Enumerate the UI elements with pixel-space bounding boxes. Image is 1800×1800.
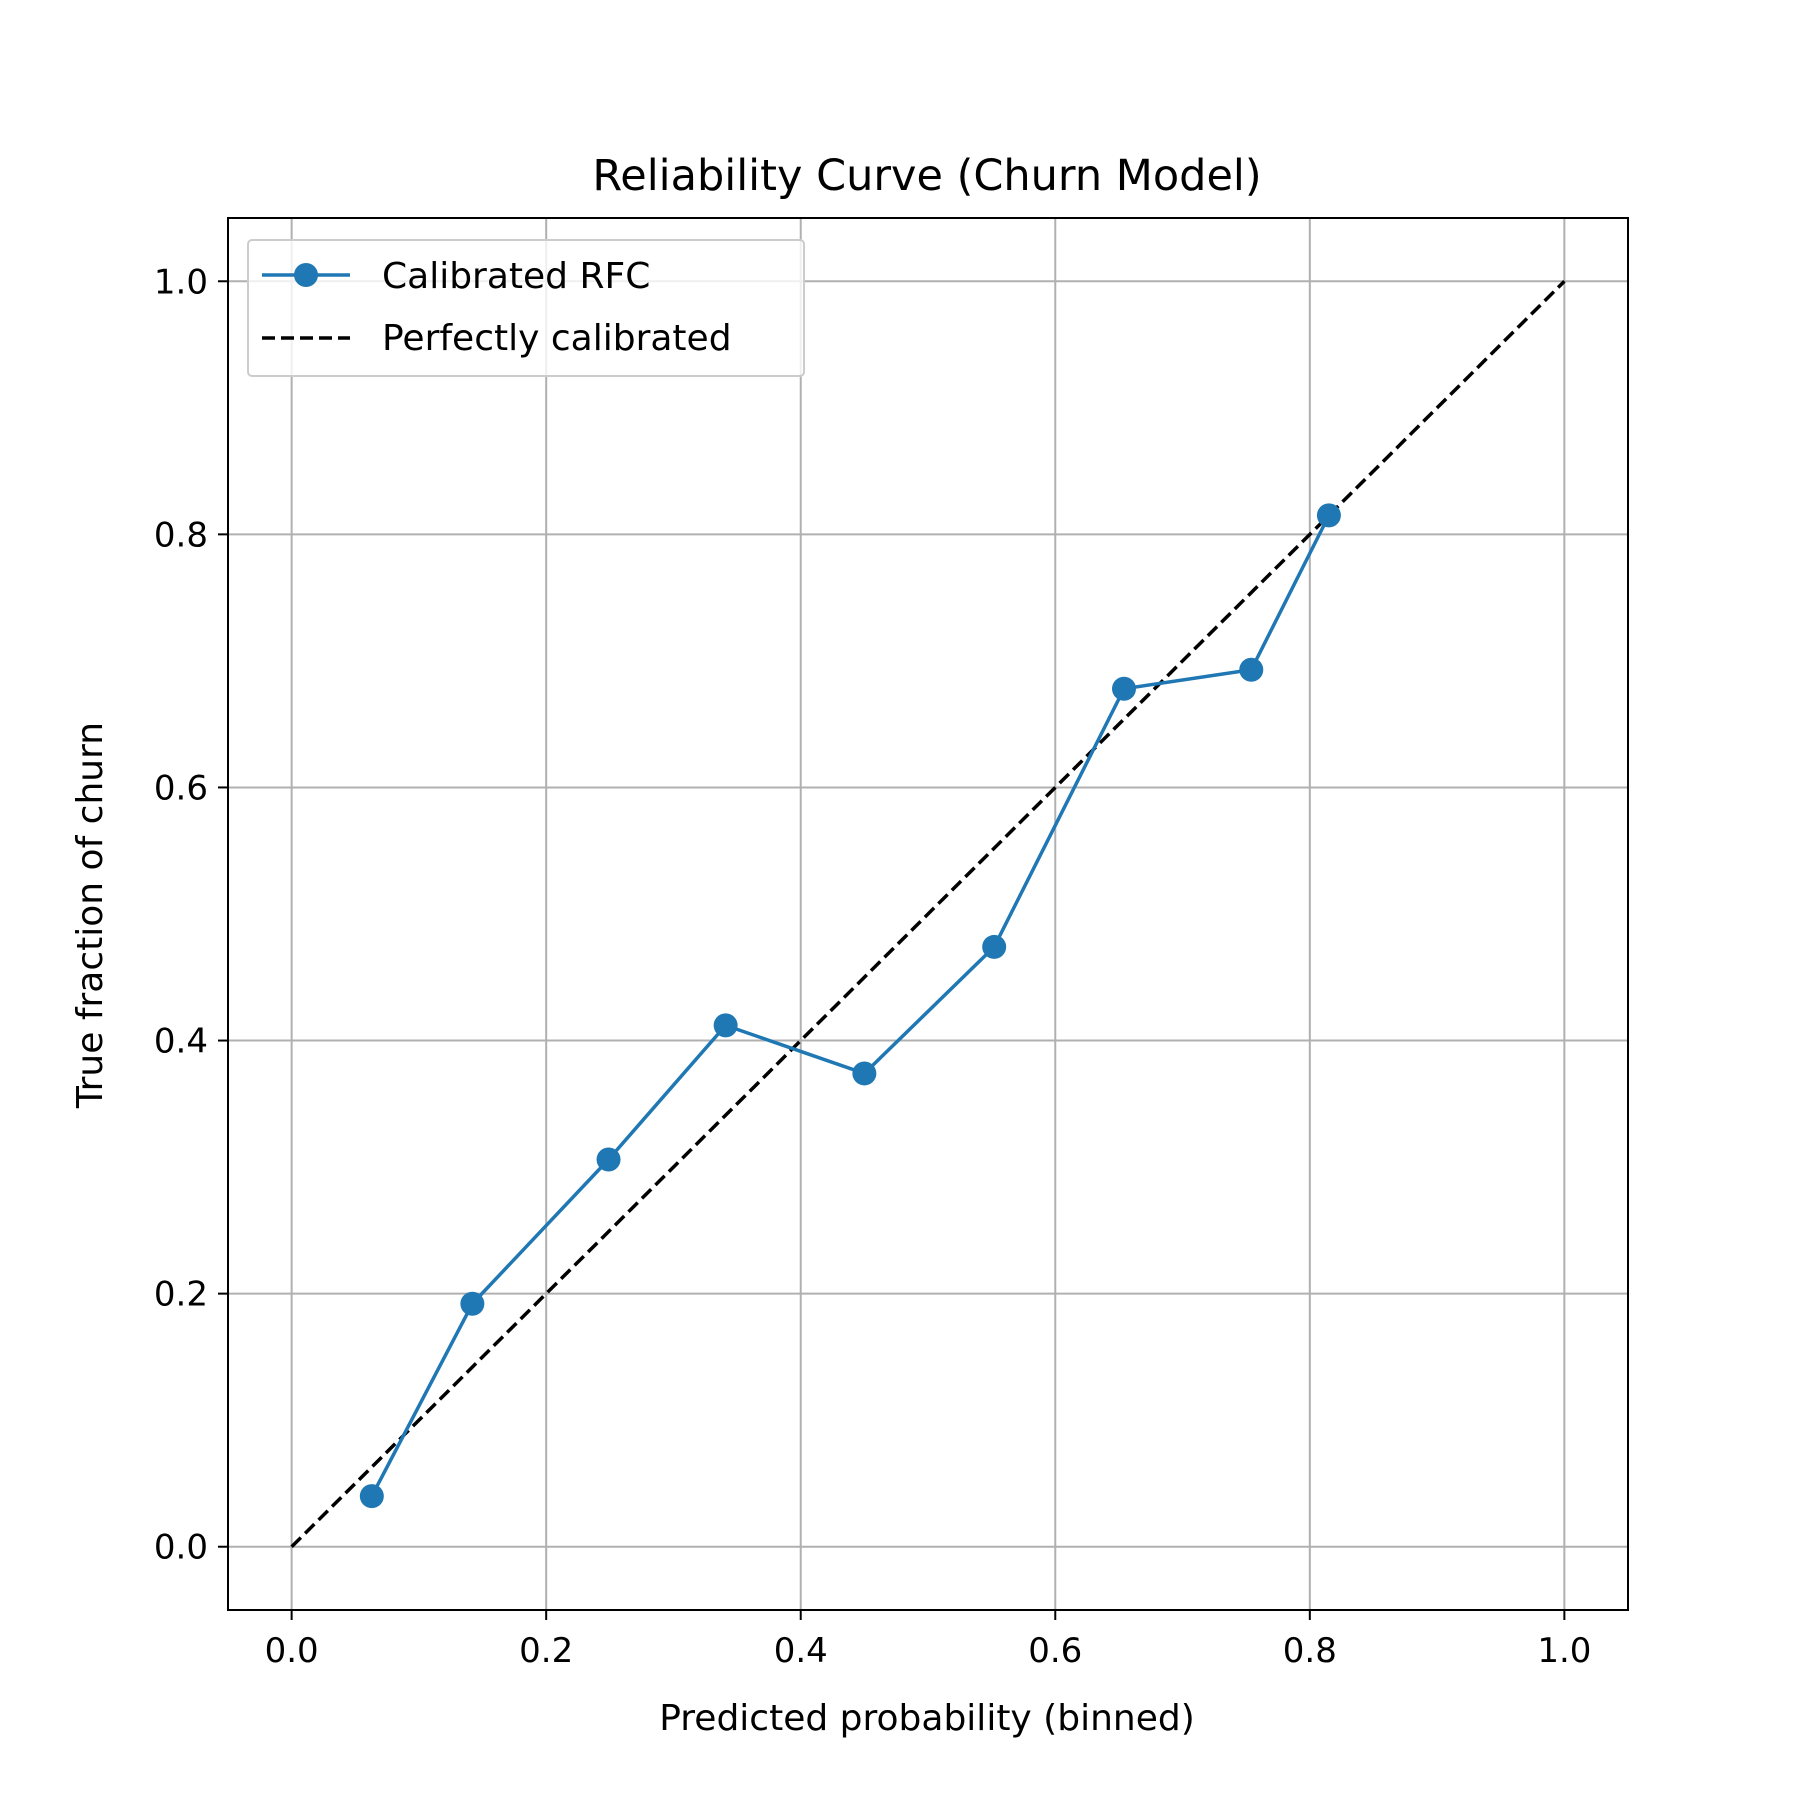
legend-box: [247, 239, 805, 377]
x-tick-label: 0.0: [265, 1631, 319, 1671]
data-point-calibrated-rfc: [982, 934, 1007, 959]
x-tick-label: 0.8: [1283, 1631, 1337, 1671]
legend-label-perfect: Perfectly calibrated: [382, 318, 732, 359]
plot-frame: [227, 217, 1629, 1611]
y-tick-label: 0.8: [154, 515, 208, 555]
y-tick-label: 1.0: [154, 262, 208, 302]
data-point-calibrated-rfc: [359, 1484, 384, 1509]
x-tick-label: 0.2: [519, 1631, 573, 1671]
x-tick-label: 0.6: [1028, 1631, 1082, 1671]
series-line-perfectly-calibrated: [290, 280, 1566, 1548]
data-point-calibrated-rfc: [1316, 503, 1341, 528]
x-tick-label: 1.0: [1537, 1631, 1591, 1671]
legend-label-calibrated: Calibrated RFC: [382, 256, 650, 297]
y-tick-label: 0.2: [154, 1275, 208, 1315]
data-point-calibrated-rfc: [713, 1013, 738, 1038]
data-point-calibrated-rfc: [1112, 676, 1136, 701]
series-layer: [290, 280, 1566, 1548]
legend: Calibrated RFC Perfectly calibrated: [247, 239, 805, 377]
data-point-calibrated-rfc: [596, 1147, 621, 1172]
y-axis-title: True fraction of churn: [70, 722, 111, 1109]
ticks: 0.0 0.2 0.4 0.6 0.8 1.0 0.0 0.2 0.4 0.6 0.8 1.0: [154, 262, 1591, 1671]
data-point-calibrated-rfc: [1239, 657, 1264, 682]
grid: [228, 218, 1628, 1610]
data-point-calibrated-rfc: [852, 1061, 877, 1086]
data-point-calibrated-rfc: [460, 1291, 485, 1316]
y-tick-label: 0.6: [154, 768, 208, 808]
y-tick-label: 0.0: [154, 1528, 208, 1568]
chart-title: Reliability Curve (Churn Model): [592, 151, 1261, 201]
x-axis-title: Predicted probability (binned): [659, 1698, 1195, 1739]
y-tick-label: 0.4: [154, 1022, 208, 1062]
legend-marker-calibrated: [294, 263, 318, 287]
x-tick-label: 0.4: [774, 1631, 828, 1671]
